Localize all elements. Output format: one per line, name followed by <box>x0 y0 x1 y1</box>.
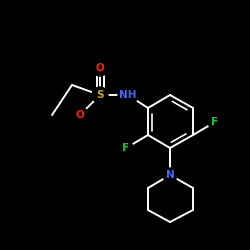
Circle shape <box>208 115 222 129</box>
Circle shape <box>119 141 133 155</box>
Circle shape <box>92 87 108 103</box>
Text: NH: NH <box>119 90 137 100</box>
Text: O: O <box>76 110 84 120</box>
Circle shape <box>118 85 138 105</box>
Circle shape <box>163 168 177 182</box>
Text: N: N <box>166 170 174 180</box>
Text: F: F <box>122 143 130 153</box>
Text: O: O <box>96 63 104 73</box>
Circle shape <box>72 107 88 123</box>
Text: F: F <box>212 117 218 127</box>
Circle shape <box>92 60 108 76</box>
Text: S: S <box>96 90 104 100</box>
